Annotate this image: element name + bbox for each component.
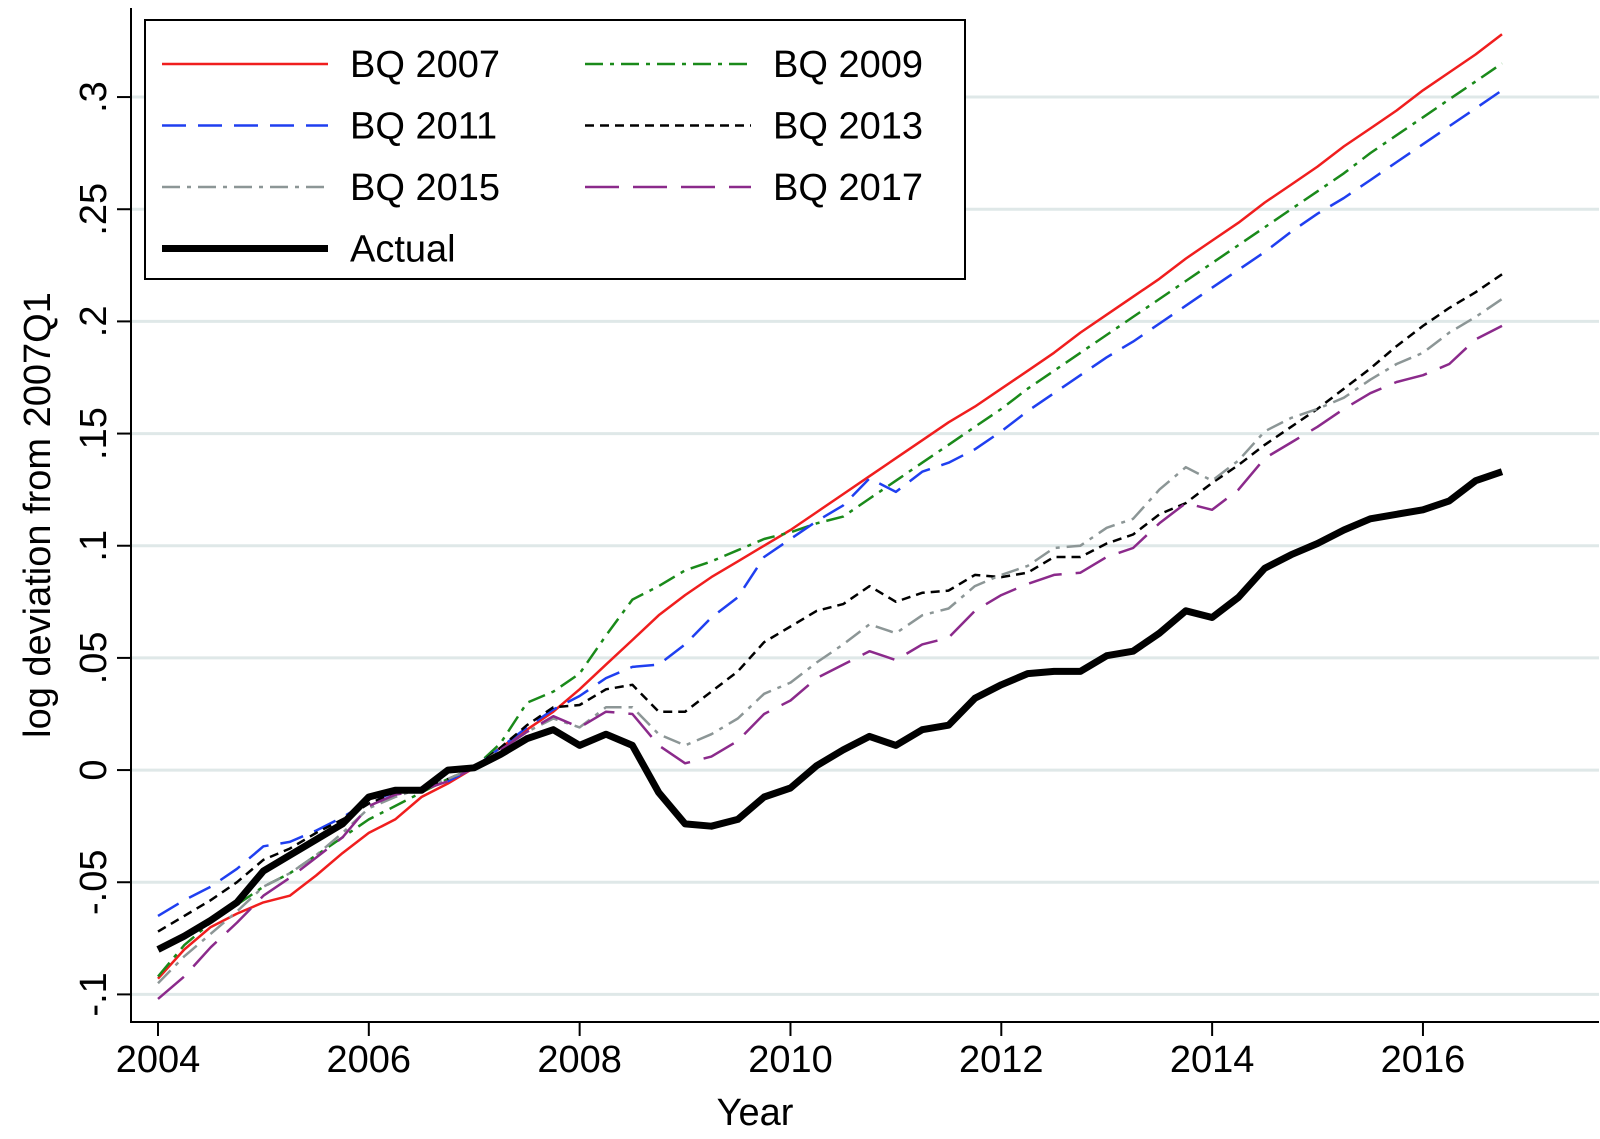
y-tick-label: .2 (73, 306, 115, 338)
x-tick-label: 2010 (748, 1039, 833, 1081)
series-line (157, 297, 1503, 985)
series-line (157, 273, 1503, 933)
legend-label: BQ 2013 (773, 106, 923, 148)
y-tick-label: .25 (73, 183, 115, 236)
legend: BQ 2007 BQ 2009 BQ 2011 BQ 2013 BQ 2015 BQ 20… (144, 19, 966, 280)
legend-label: BQ 2009 (773, 44, 923, 86)
x-tick-label: 2016 (1381, 1039, 1466, 1081)
legend-label: BQ 2015 (350, 167, 500, 209)
y-tick-label: .1 (73, 530, 115, 562)
series-line (156, 468, 1504, 953)
legend-label: BQ 2007 (350, 44, 500, 86)
x-tick-label: 2004 (116, 1039, 201, 1081)
y-tick-label: -.05 (73, 849, 115, 914)
y-tick-label: -.1 (73, 972, 115, 1016)
y-axis-title: log deviation from 2007Q1 (17, 292, 59, 738)
series-line (157, 33, 1503, 980)
series-line (157, 324, 1503, 1000)
y-tick-label: .15 (73, 407, 115, 460)
x-axis-title: Year (717, 1092, 794, 1134)
y-tick-label: 0 (73, 760, 115, 781)
legend-label: Actual (350, 229, 456, 271)
x-tick-label: 2006 (327, 1039, 412, 1081)
x-tick-label: 2014 (1170, 1039, 1255, 1081)
y-tick-label: .05 (73, 631, 115, 684)
y-tick-label: .3 (73, 81, 115, 113)
x-tick-label: 2008 (537, 1039, 622, 1081)
series-line (157, 62, 1503, 978)
legend-label: BQ 2017 (773, 167, 923, 209)
legend-label: BQ 2011 (350, 106, 497, 148)
x-tick-label: 2012 (959, 1039, 1044, 1081)
